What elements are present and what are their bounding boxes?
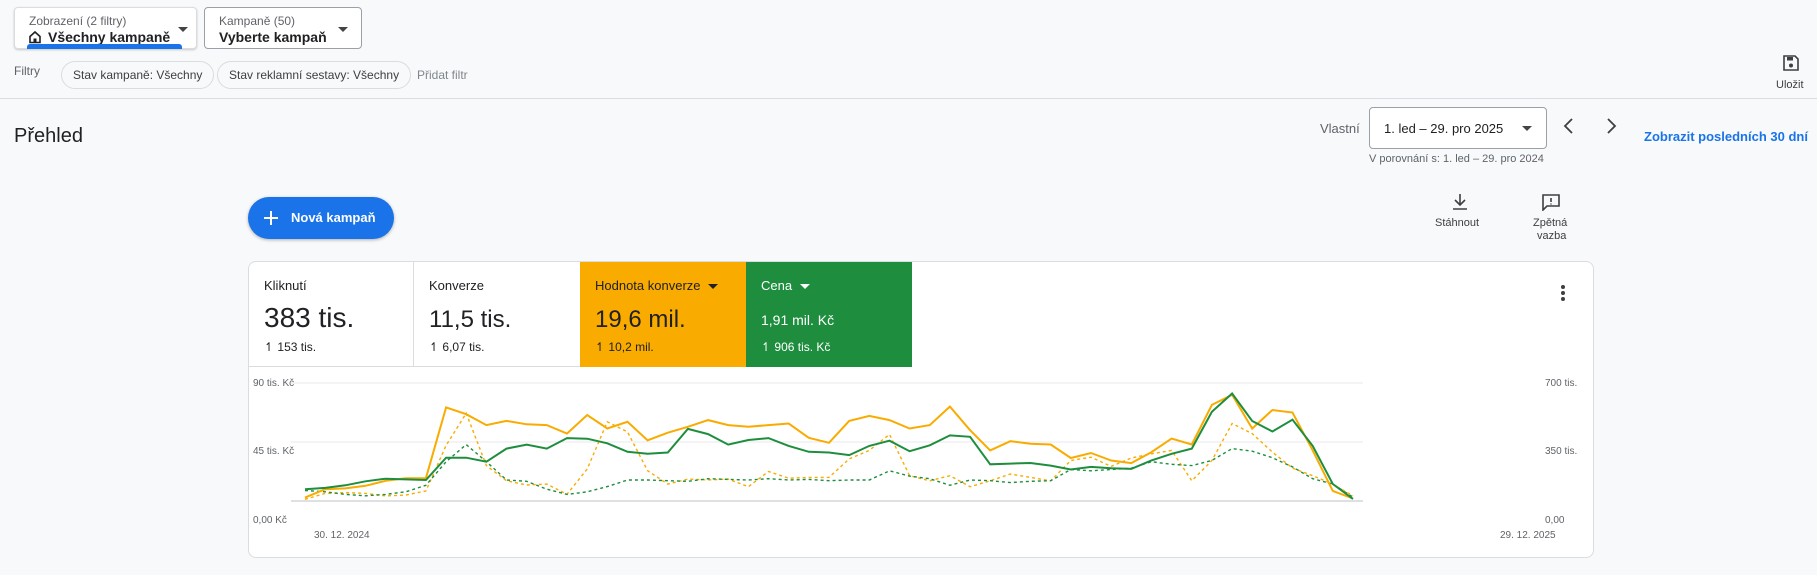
metric-value: 383 tis. [264, 302, 355, 333]
caret-down-icon[interactable] [708, 284, 719, 290]
filter-chip-adset-status[interactable]: Stav reklamní sestavy: Všechny [217, 61, 412, 89]
last-30-days-link[interactable]: Zobrazit posledních 30 dní [1644, 129, 1808, 144]
campaign-selector[interactable]: Kampaně (50) Vyberte kampaň [204, 7, 362, 49]
feedback-label-line1: Zpětná [1533, 217, 1568, 229]
filter-chip-campaign-status[interactable]: Stav kampaně: Všechny [61, 61, 215, 89]
metric-name: Cena [761, 278, 810, 293]
view-selector-value: Všechny kampaně [48, 29, 171, 45]
chevron-down-icon [178, 27, 188, 32]
y-right-tick: 0,00 [1545, 515, 1565, 526]
series-line-previous-cost [304, 443, 1354, 498]
date-range-value: 1. led – 29. pro 2025 [1384, 121, 1504, 136]
series-line-previous-conversion-value [304, 411, 1354, 500]
metric-clicks[interactable]: Kliknutí 383 tis. ↿ 153 tis. [249, 262, 414, 367]
y-left-tick: 0,00 Kč [253, 515, 287, 526]
page-title: Přehled [14, 125, 83, 147]
x-end-tick: 29. 12. 2025 [1500, 530, 1556, 541]
y-right-tick: 350 tis. [1545, 446, 1578, 457]
feedback-label-line2: vazba [1537, 230, 1567, 242]
x-start-tick: 30. 12. 2024 [314, 530, 370, 541]
campaign-selector-label: Kampaně (50) [219, 14, 296, 28]
next-period-button[interactable] [1601, 116, 1621, 141]
arrow-up-icon: ↿ [264, 340, 275, 354]
add-filter-link[interactable]: Přidat filtr [417, 68, 468, 82]
date-range-selector[interactable]: 1. led – 29. pro 2025 [1369, 107, 1547, 149]
y-left-tick: 90 tis. Kč [253, 378, 295, 389]
metric-cost[interactable]: Cena 1,91 mil. Kč ↿ 906 tis. Kč [746, 262, 912, 367]
metric-name: Hodnota konverze [595, 278, 719, 293]
arrow-up-icon: ↿ [595, 340, 606, 354]
caret-down-icon[interactable] [799, 284, 810, 290]
metric-change: ↿ 6,07 tis. [429, 340, 485, 354]
date-comparison: V porovnání s: 1. led – 29. pro 2024 [1369, 153, 1544, 165]
feedback-button[interactable]: Zpětná vazba [1525, 193, 1575, 243]
new-campaign-button[interactable]: Nová kampaň [248, 197, 394, 239]
home-icon [28, 30, 42, 49]
performance-chart [291, 382, 1363, 502]
metric-name: Kliknutí [264, 278, 307, 293]
series-line-current-conversion-value [304, 393, 1354, 500]
chevron-left-icon [1563, 118, 1573, 134]
metric-change: ↿ 10,2 mil. [595, 340, 654, 354]
campaign-selector-value: Vyberte kampaň [219, 29, 327, 45]
feedback-icon [1541, 193, 1561, 216]
view-selector[interactable]: Zobrazení (2 filtry) Všechny kampaně [14, 7, 197, 49]
metric-change: ↿ 153 tis. [264, 340, 317, 354]
metric-value: 11,5 tis. [429, 306, 512, 333]
metric-change: ↿ 906 tis. Kč [761, 340, 831, 354]
save-label: Uložit [1776, 79, 1804, 91]
header-divider [0, 98, 1817, 99]
view-selector-label: Zobrazení (2 filtry) [29, 14, 127, 28]
new-campaign-label: Nová kampaň [291, 210, 376, 225]
chevron-right-icon [1607, 118, 1617, 134]
download-button[interactable]: Stáhnout [1430, 193, 1490, 233]
more-options-icon[interactable] [1560, 284, 1566, 307]
download-icon [1452, 193, 1468, 216]
arrow-up-icon: ↿ [429, 340, 440, 354]
metric-conversion-value[interactable]: Hodnota konverze 19,6 mil. ↿ 10,2 mil. [580, 262, 746, 367]
metric-value: 1,91 mil. Kč [761, 312, 835, 328]
plus-icon [262, 209, 280, 232]
date-mode-label: Vlastní [1320, 121, 1360, 136]
y-right-tick: 700 tis. [1545, 378, 1578, 389]
metric-name: Konverze [429, 278, 484, 293]
view-selector-indicator [27, 44, 182, 49]
previous-period-button[interactable] [1559, 116, 1579, 141]
save-icon [1782, 54, 1800, 77]
y-left-tick: 45 tis. Kč [253, 446, 295, 457]
metric-conversions[interactable]: Konverze 11,5 tis. ↿ 6,07 tis. [414, 262, 580, 367]
performance-card: Kliknutí 383 tis. ↿ 153 tis. Konverze 11… [248, 261, 1594, 558]
series-line-current-cost [304, 392, 1354, 500]
chevron-down-icon [1522, 126, 1532, 131]
chevron-down-icon [338, 27, 348, 32]
metric-value: 19,6 mil. [595, 306, 686, 333]
arrow-up-icon: ↿ [761, 340, 772, 354]
filters-label: Filtry [14, 64, 40, 78]
save-button[interactable]: Uložit [1770, 53, 1812, 95]
download-label: Stáhnout [1435, 217, 1480, 229]
